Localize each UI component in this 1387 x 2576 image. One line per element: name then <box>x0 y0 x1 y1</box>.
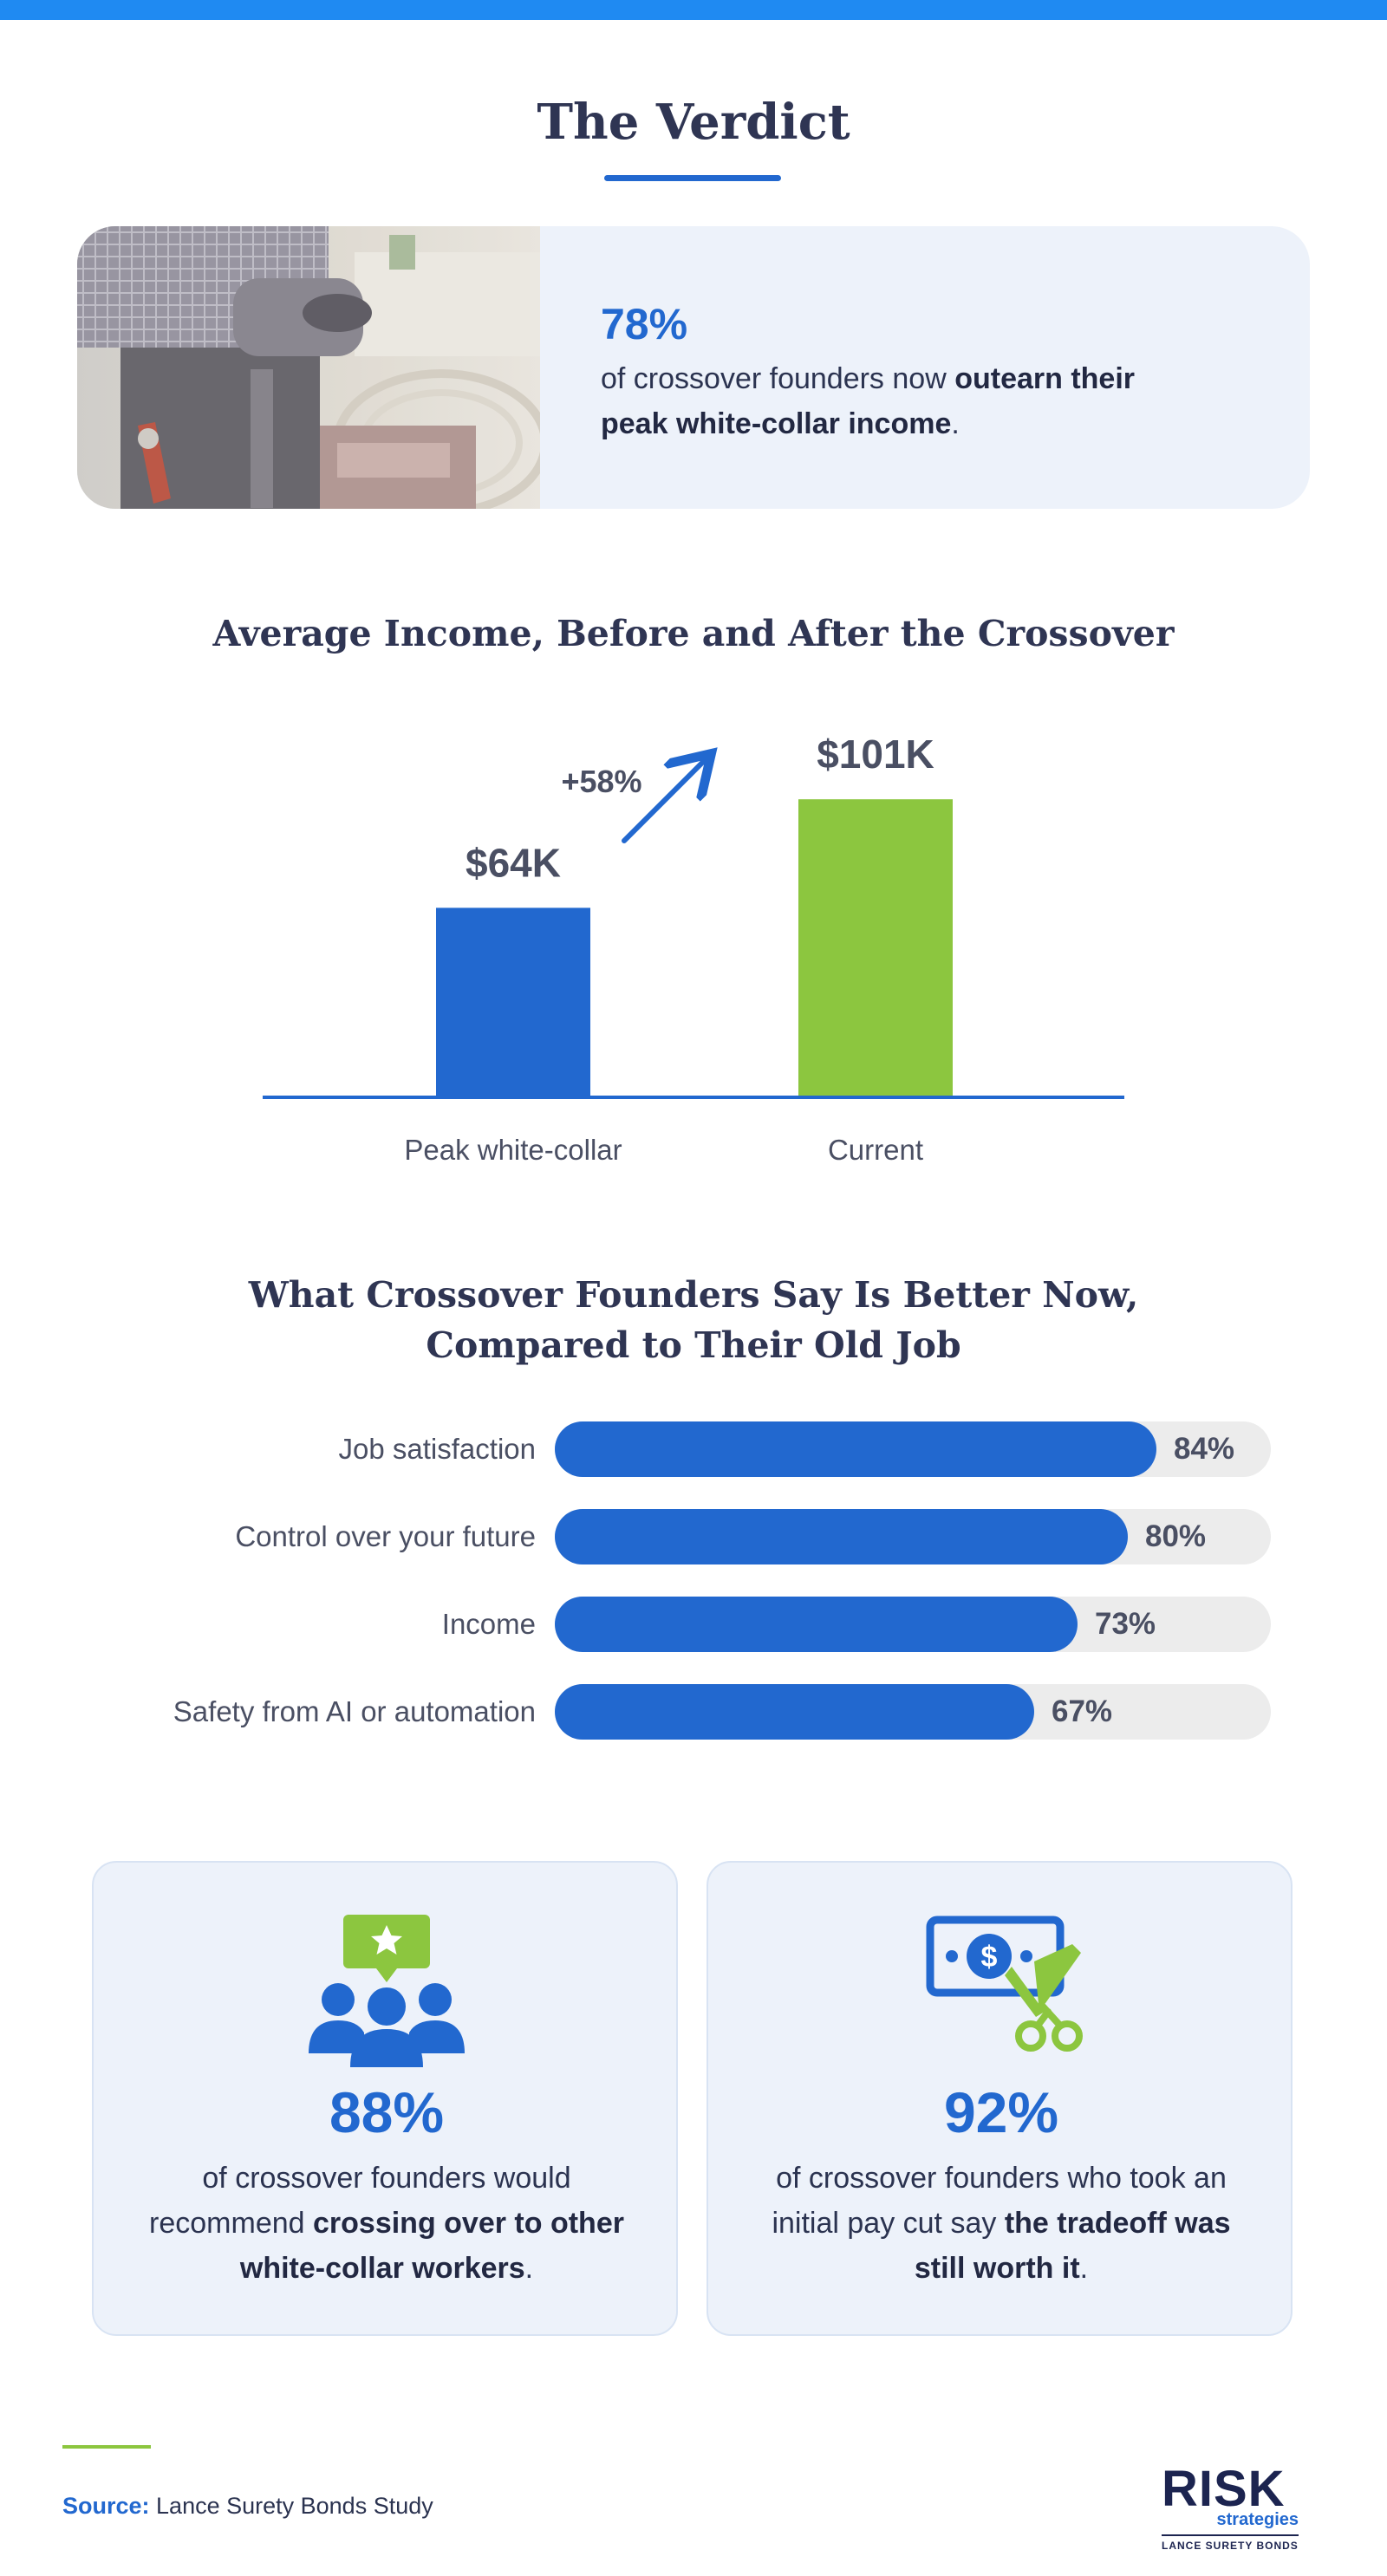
better-now-row: Safety from AI or automation 67% <box>0 1684 1387 1740</box>
money-cut-icon: $ <box>926 1916 1083 2052</box>
better-now-value: 73% <box>1095 1607 1156 1641</box>
income-bar-chart: $64K Peak white-collar $101K Current +58% <box>263 732 1124 1166</box>
hero-stat-card: 78% of crossover founders now outearn th… <box>77 226 1310 509</box>
better-now-row: Income 73% <box>0 1597 1387 1652</box>
better-now-track: 84% <box>555 1421 1271 1477</box>
better-now-label: Job satisfaction <box>338 1433 536 1465</box>
income-value-label-1: $64K <box>466 840 561 885</box>
better-now-value: 80% <box>1145 1519 1207 1553</box>
growth-arrow-icon <box>622 761 704 843</box>
pay-cut-stat-card: $ 92% of crossover founders who took an … <box>707 1861 1293 2336</box>
better-now-label: Income <box>441 1608 536 1640</box>
better-now-bar-chart: Job satisfaction 84% Control over your fut… <box>0 1421 1387 1786</box>
better-now-value: 84% <box>1174 1432 1235 1466</box>
income-bar-1 <box>436 907 590 1096</box>
page-title: The Verdict <box>537 94 850 151</box>
income-chart-title: Average Income, Before and After the Cro… <box>212 613 1175 654</box>
source-note: Source: Lance Surety Bonds Study <box>62 2493 433 2519</box>
top-accent-bar <box>0 0 1387 20</box>
recommend-stat-text: of crossover founders would recommend cr… <box>149 2162 624 2285</box>
income-value-label-2: $101K <box>817 732 934 777</box>
income-category-label-2: Current <box>828 1134 923 1166</box>
better-now-track: 80% <box>555 1509 1271 1564</box>
pay-cut-stat-text: of crossover founders who took an initia… <box>772 2162 1231 2285</box>
growth-annotation: +58% <box>561 764 641 799</box>
better-now-track: 67% <box>555 1684 1271 1740</box>
better-now-row: Control over your future 80% <box>0 1509 1387 1564</box>
title-underline <box>604 175 781 181</box>
source-divider <box>62 2445 151 2449</box>
income-category-label-1: Peak white-collar <box>404 1134 622 1166</box>
better-now-track: 73% <box>555 1597 1271 1652</box>
hero-stat-text: of crossover founders now outearn their … <box>601 362 1136 440</box>
better-now-label: Control over your future <box>235 1520 536 1552</box>
recommend-stat-card: 88% of crossover founders would recommen… <box>92 1861 678 2336</box>
better-now-bar <box>555 1597 1078 1652</box>
better-now-bar <box>555 1421 1156 1477</box>
risk-strategies-logo: RISK strategies LANCE SURETY BONDS <box>1162 2461 1299 2552</box>
recommend-stat-value: 88% <box>329 2080 445 2144</box>
income-bar-2 <box>798 799 953 1096</box>
better-now-bar <box>555 1684 1034 1740</box>
better-now-chart-title: What Crossover Founders Say Is Better No… <box>248 1274 1139 1366</box>
svg-text:$: $ <box>981 1941 998 1974</box>
better-now-bar <box>555 1509 1128 1564</box>
better-now-value: 67% <box>1052 1695 1113 1728</box>
hero-photo <box>77 226 540 509</box>
better-now-row: Job satisfaction 84% <box>0 1421 1387 1477</box>
pay-cut-stat-value: 92% <box>943 2080 1059 2144</box>
hero-stat-value: 78% <box>601 300 688 348</box>
team-star-icon <box>309 1915 465 2067</box>
better-now-label: Safety from AI or automation <box>173 1695 536 1727</box>
